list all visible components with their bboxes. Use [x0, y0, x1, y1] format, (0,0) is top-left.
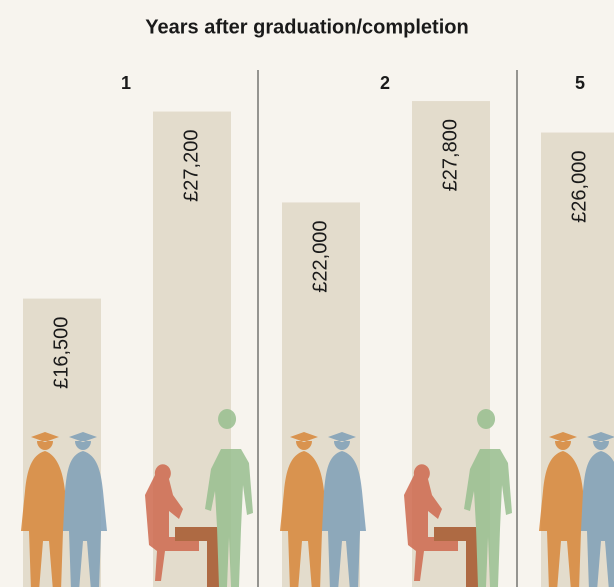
value-label: £27,800	[439, 119, 461, 191]
group-label: 5	[575, 73, 585, 93]
value-label: £26,000	[568, 151, 590, 223]
value-label: £22,000	[309, 220, 331, 292]
value-label: £27,200	[180, 130, 202, 202]
chart-title: Years after graduation/completion	[145, 16, 468, 38]
group-label: 2	[380, 73, 390, 93]
value-label: £16,500	[50, 317, 72, 389]
group-label: 1	[121, 73, 131, 93]
